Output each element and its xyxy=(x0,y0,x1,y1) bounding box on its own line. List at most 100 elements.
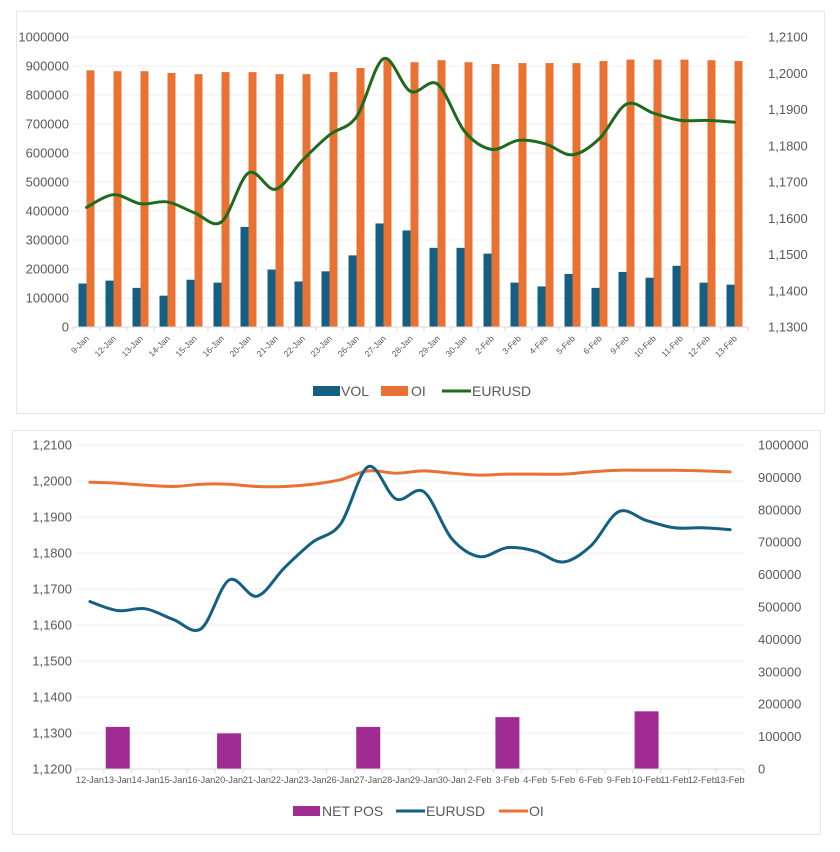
left-tick-label: 300000 xyxy=(26,233,69,248)
x-tick-label: 12-Jan xyxy=(92,333,118,359)
x-tick-label: 5-Feb xyxy=(551,775,575,785)
vol-bar xyxy=(429,247,438,327)
left-tick-label: 200000 xyxy=(26,262,69,277)
right-tick-label: 1,1600 xyxy=(768,211,808,226)
oi-bar xyxy=(734,61,743,327)
bottom-lines xyxy=(88,465,732,632)
right-tick-label: 1,2000 xyxy=(768,66,808,81)
oi-bar xyxy=(572,63,581,327)
vol-bar xyxy=(294,281,303,327)
x-tick-label: 16-Jan xyxy=(200,333,226,359)
vol-bar xyxy=(726,284,735,327)
vol-bar xyxy=(672,265,681,327)
right-tick-label: 800000 xyxy=(758,502,801,517)
bottom-bars xyxy=(105,711,659,769)
left-tick-label: 1,1600 xyxy=(32,618,72,633)
right-tick-label: 1,1500 xyxy=(768,247,808,262)
left-tick-label: 800000 xyxy=(26,88,69,103)
vol-bar xyxy=(159,295,168,327)
legend-label-eurusd: EURUSD xyxy=(426,803,485,819)
right-tick-label: 600000 xyxy=(758,567,801,582)
net-pos-bar xyxy=(105,726,130,769)
x-tick-label: 15-Jan xyxy=(159,775,187,785)
left-tick-label: 500000 xyxy=(26,175,69,190)
x-tick-label: 30-Jan xyxy=(438,775,466,785)
x-tick-label: 3-Feb xyxy=(495,775,519,785)
oi-bar xyxy=(302,74,311,327)
x-tick-label: 14-Jan xyxy=(146,333,172,359)
x-tick-label: 26-Jan xyxy=(326,775,354,785)
oi-bar xyxy=(599,61,608,327)
vol-bar xyxy=(78,283,87,327)
left-tick-label: 1,2000 xyxy=(32,474,72,489)
x-tick-label: 4-Feb xyxy=(523,775,547,785)
legend-swatch-vol xyxy=(313,386,340,396)
vol-bar xyxy=(591,287,600,327)
right-tick-label: 1,1800 xyxy=(768,138,808,153)
x-tick-label: 15-Jan xyxy=(173,333,199,359)
legend-swatch-oi xyxy=(381,386,408,396)
left-tick-label: 700000 xyxy=(26,117,69,132)
legend-label-oi: OI xyxy=(529,803,544,819)
legend-label-vol: VOL xyxy=(341,383,369,399)
x-tick-label: 3-Feb xyxy=(500,333,523,356)
x-tick-label: 21-Jan xyxy=(243,775,271,785)
vol-bar xyxy=(132,287,141,327)
oi-bar xyxy=(626,59,635,328)
bottom-x-axis: 12-Jan 13-Jan 14-Jan 15-Jan 16-Jan 20-Jan 21-J… xyxy=(75,768,745,785)
bottom-legend: NET POS EURUSD OI xyxy=(293,803,544,819)
x-tick-label: 9-Jan xyxy=(69,333,91,355)
right-tick-label: 1000000 xyxy=(758,438,809,453)
oi-bar xyxy=(464,62,473,327)
oi-bar xyxy=(410,62,419,327)
right-tick-label: 400000 xyxy=(758,632,801,647)
left-tick-label: 900000 xyxy=(26,59,69,74)
left-tick-label: 0 xyxy=(62,320,69,335)
oi-bar xyxy=(491,63,500,327)
vol-bar xyxy=(267,269,276,327)
x-tick-label: 28-Jan xyxy=(389,333,415,359)
top-chart-frame: 0 100000 200000 300000 400000 500000 600000 700… xyxy=(16,11,825,414)
left-tick-label: 1,1300 xyxy=(32,726,72,741)
bottom-right-axis: 0 100000 200000 300000 400000 500000 600000 700… xyxy=(758,438,809,777)
x-tick-label: 26-Jan xyxy=(335,333,361,359)
right-tick-label: 1,2100 xyxy=(768,30,808,45)
net-pos-bar xyxy=(217,733,242,769)
vol-bar xyxy=(186,279,195,327)
x-tick-label: 11-Feb xyxy=(660,775,688,785)
x-tick-label: 29-Jan xyxy=(410,775,438,785)
x-tick-label: 16-Jan xyxy=(187,775,215,785)
eurusd-line xyxy=(88,465,732,632)
net-pos-bar xyxy=(356,726,381,769)
x-tick-label: 5-Feb xyxy=(554,333,577,356)
x-tick-label: 28-Jan xyxy=(382,775,410,785)
oi-bar xyxy=(653,59,662,328)
bottom-gridlines xyxy=(76,444,744,734)
left-tick-label: 1,1800 xyxy=(32,546,72,561)
vol-bar xyxy=(510,282,519,327)
top-chart: 0 100000 200000 300000 400000 500000 600000 700… xyxy=(18,30,808,400)
oi-bar xyxy=(680,59,689,328)
x-tick-label: 20-Jan xyxy=(215,775,243,785)
legend-label-oi: OI xyxy=(411,383,426,399)
x-tick-label: 14-Jan xyxy=(132,775,160,785)
right-tick-label: 200000 xyxy=(758,697,801,712)
eurusd-line xyxy=(85,57,736,226)
x-tick-label: 30-Jan xyxy=(443,333,469,359)
left-tick-label: 600000 xyxy=(26,146,69,161)
right-tick-label: 900000 xyxy=(758,470,801,485)
oi-bar xyxy=(194,74,203,327)
vol-bar xyxy=(375,223,384,327)
x-tick-label: 12-Feb xyxy=(688,775,717,785)
vol-bar xyxy=(348,255,357,327)
right-tick-label: 1,1300 xyxy=(768,320,808,335)
top-right-axis: 1,1300 1,1400 1,1500 1,1600 1,1700 1,1800 1,19… xyxy=(768,30,808,335)
oi-bar xyxy=(167,72,176,328)
left-tick-label: 400000 xyxy=(26,204,69,219)
oi-bar xyxy=(518,63,527,327)
left-tick-label: 1,1900 xyxy=(32,510,72,525)
left-tick-label: 1000000 xyxy=(18,30,69,45)
net-pos-bar xyxy=(495,717,520,769)
vol-bar xyxy=(618,271,627,327)
oi-bar xyxy=(86,70,95,327)
